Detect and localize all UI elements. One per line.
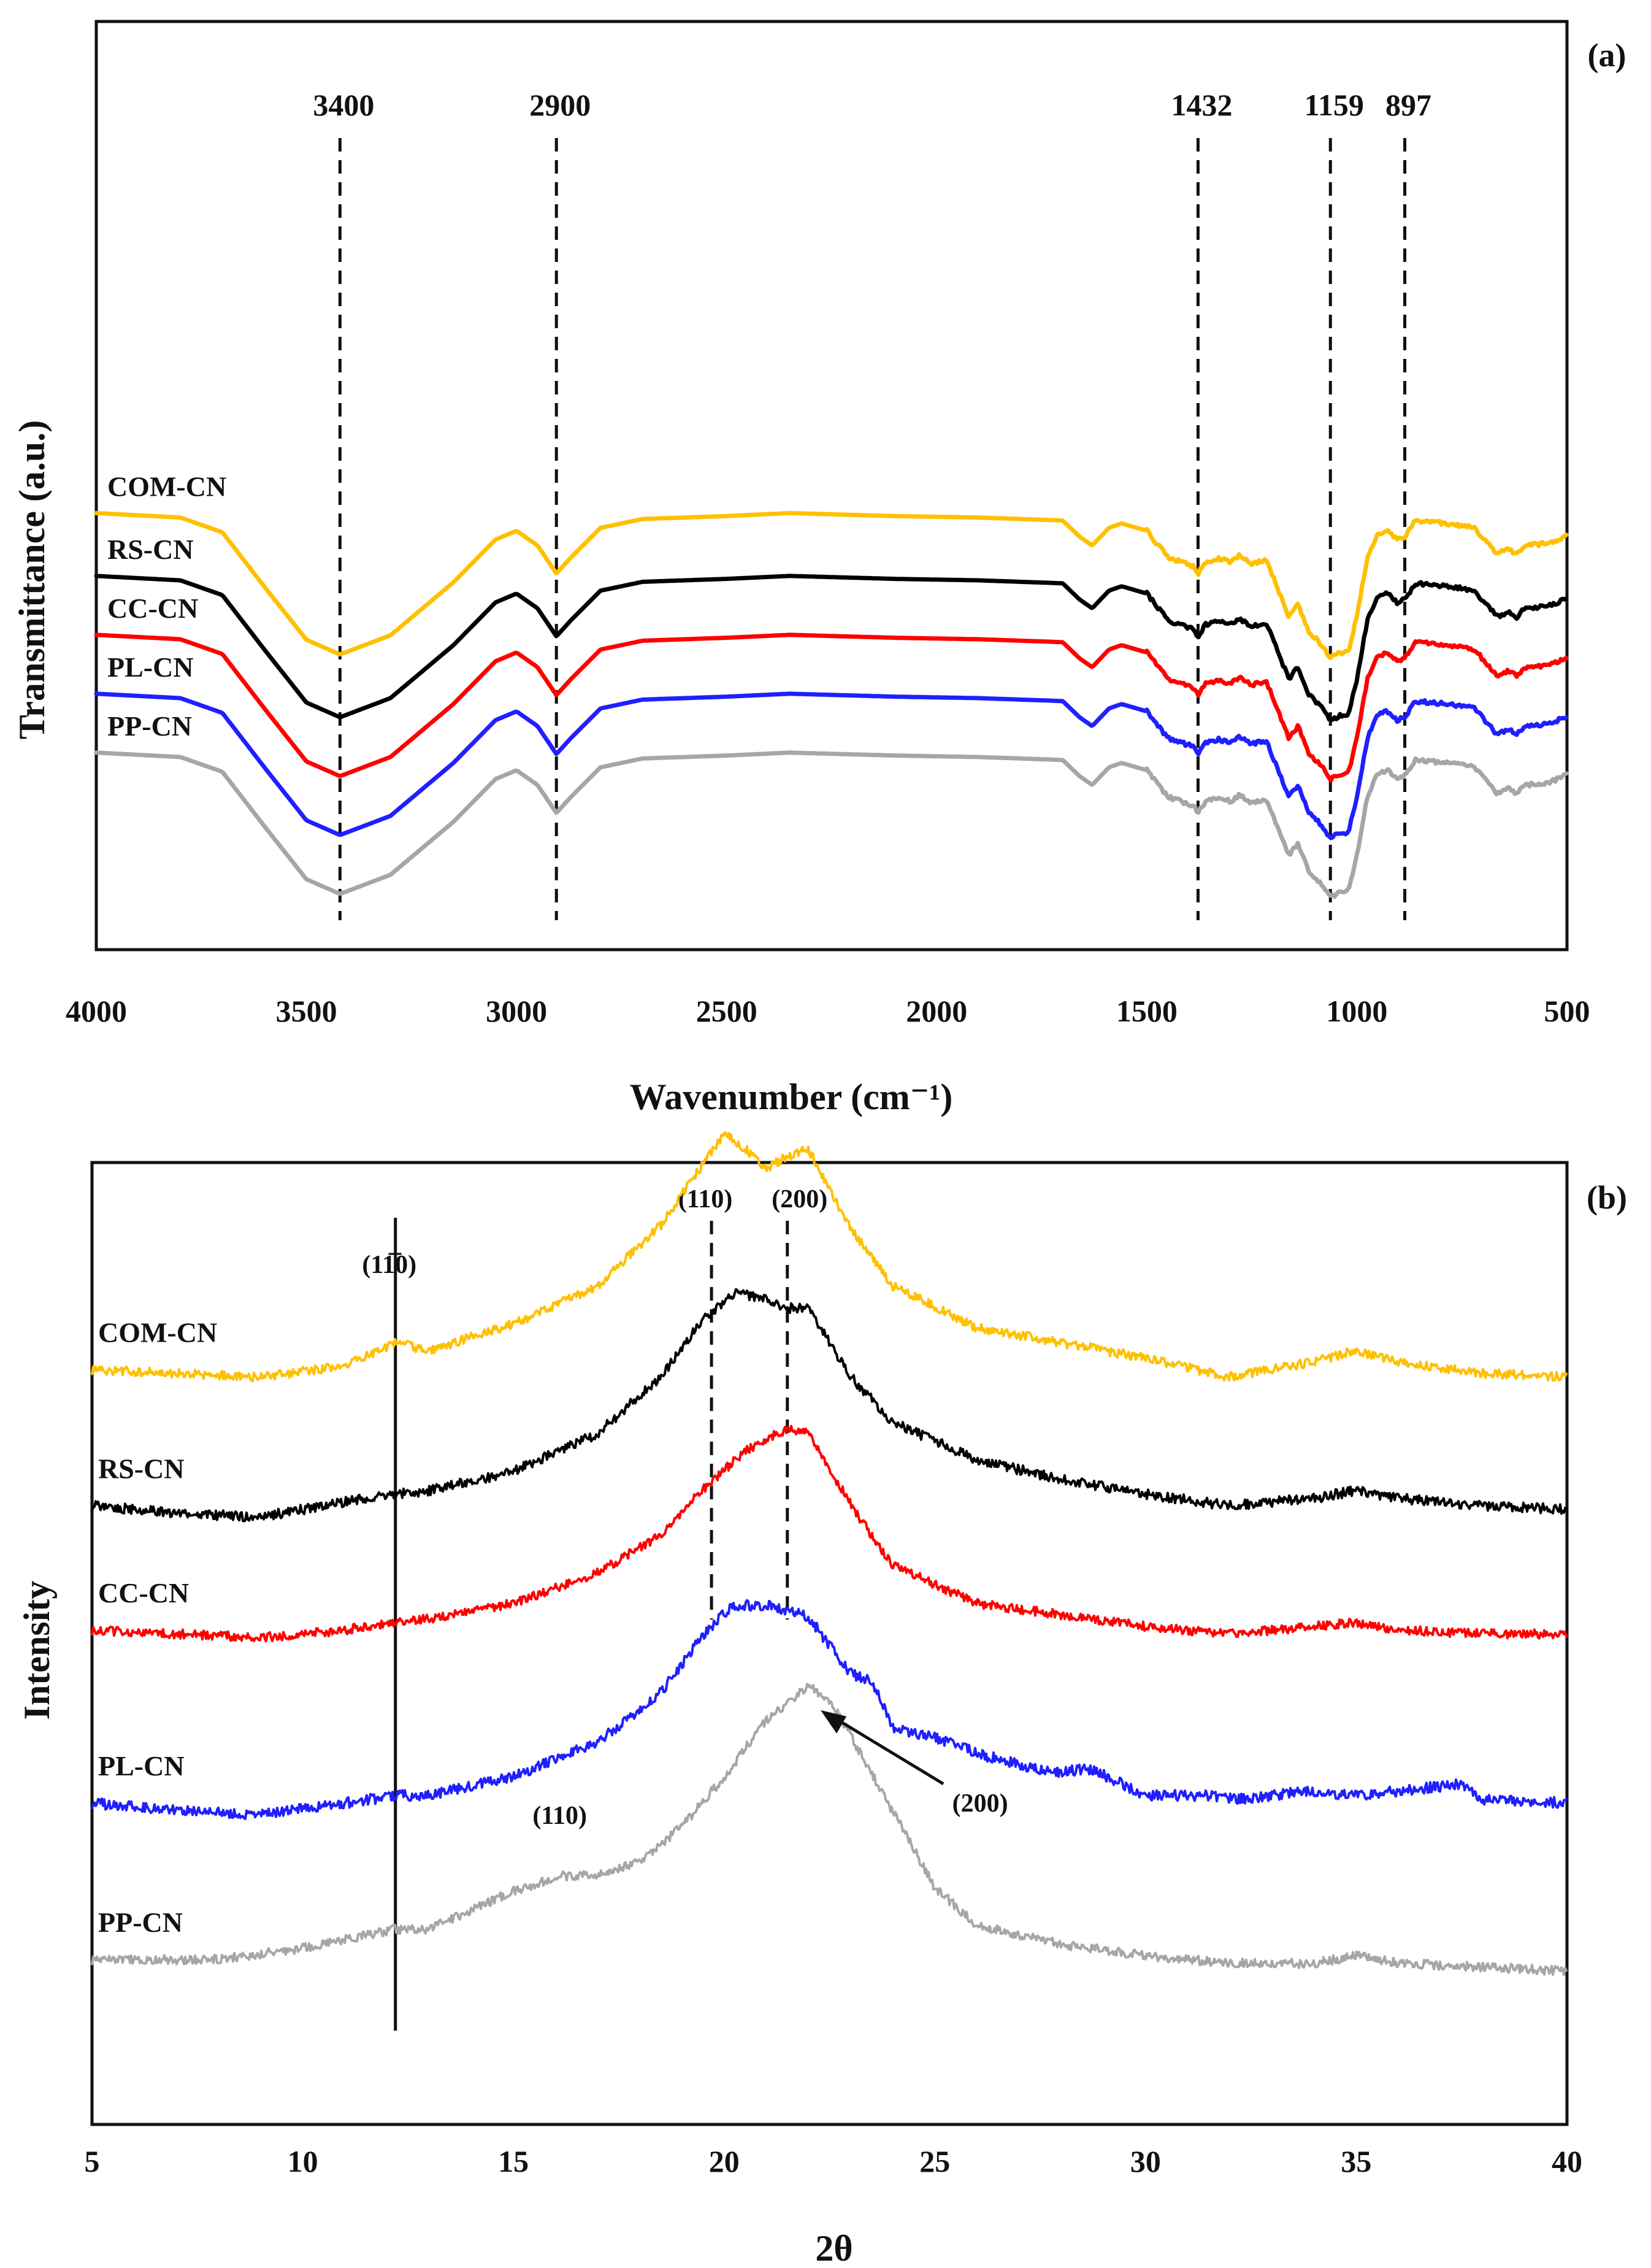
ftir-x-tick-1500: 1500 <box>1116 994 1178 1028</box>
ftir-series-label-pl-cn: PL-CN <box>107 652 194 683</box>
xrd-x-axis-title: 2θ <box>815 2228 852 2268</box>
xrd-series-label-pp-cn: PP-CN <box>98 1907 183 1938</box>
ftir-ref-label-1432: 1432 <box>1171 88 1232 122</box>
ftir-series-label-pp-cn: PP-CN <box>107 710 192 742</box>
ftir-series-label-rs-cn: RS-CN <box>107 534 194 565</box>
xrd-plot-frame <box>90 1161 1569 2126</box>
ftir-panel-tag: (a) <box>1588 37 1626 74</box>
ftir-y-axis-title: Transmittance (a.u.) <box>12 420 52 740</box>
xrd-x-tick-25: 25 <box>919 2144 950 2178</box>
ftir-x-tick-500: 500 <box>1544 994 1590 1028</box>
xrd-x-tick-30: 30 <box>1130 2144 1161 2178</box>
xrd-annotations: (110) (200) <box>532 1710 1008 1830</box>
ftir-reference-lines: 3400 2900 1432 1159 897 <box>313 88 1431 920</box>
ftir-x-tick-1000: 1000 <box>1326 994 1387 1028</box>
ftir-series-label-com-cn: COM-CN <box>107 471 226 502</box>
xrd-patterns: COM-CN RS-CN CC-CN PL-CN PP-CN <box>91 1131 1568 1977</box>
xrd-series-label-cc-cn: CC-CN <box>98 1577 189 1609</box>
xrd-series-cc-cn <box>91 1424 1568 1643</box>
xrd-panel-tag: (b) <box>1587 1179 1627 1216</box>
ftir-ref-label-2900: 2900 <box>529 88 591 122</box>
ftir-x-tick-3500: 3500 <box>276 994 337 1028</box>
ftir-ref-label-1159: 1159 <box>1304 88 1364 122</box>
ftir-x-tick-3000: 3000 <box>486 994 547 1028</box>
xrd-x-tick-40: 40 <box>1552 2144 1582 2178</box>
xrd-annotation-arrow-head <box>821 1710 847 1734</box>
xrd-series-label-rs-cn: RS-CN <box>98 1453 185 1484</box>
xrd-annotation-2: (200) <box>952 1789 1008 1818</box>
ftir-x-tick-2500: 2500 <box>696 994 757 1028</box>
xrd-x-tick-35: 35 <box>1341 2144 1371 2178</box>
xrd-annotation-1: (110) <box>532 1802 587 1830</box>
ftir-plot-frame <box>94 20 1569 951</box>
xrd-panel: (b) (11̅0) (110) (200) COM-CN RS-CN CC-CN PL-… <box>17 1131 1627 2268</box>
xrd-series-label-pl-cn: PL-CN <box>98 1750 185 1782</box>
xrd-x-tick-20: 20 <box>709 2144 740 2178</box>
xrd-x-tick-labels: 5 10 15 20 25 30 35 40 <box>85 2144 1583 2178</box>
ftir-series-pp-cn <box>94 750 1569 899</box>
xrd-series-com-cn <box>91 1131 1568 1383</box>
xrd-ref-label-3: (200) <box>772 1185 827 1213</box>
ftir-series-label-cc-cn: CC-CN <box>107 593 198 624</box>
ftir-series-com-cn <box>94 510 1569 660</box>
ftir-series-rs-cn <box>94 574 1569 722</box>
ftir-x-tick-2000: 2000 <box>906 994 967 1028</box>
xrd-reference-lines: (11̅0) (110) (200) <box>362 1185 827 2031</box>
xrd-x-tick-5: 5 <box>85 2144 100 2178</box>
xrd-series-label-com-cn: COM-CN <box>98 1317 217 1348</box>
ftir-ref-label-897: 897 <box>1385 88 1431 122</box>
ftir-x-axis-title: Wavenumber (cm⁻¹) <box>630 1077 953 1117</box>
xrd-ref-label-2: (110) <box>678 1185 733 1213</box>
xrd-annotation-arrow-shaft <box>826 1712 944 1785</box>
ftir-x-tick-labels: 4000 3500 3000 2500 2000 1500 1000 500 <box>66 994 1590 1028</box>
ftir-spectra: COM-CN RS-CN CC-CN PL-CN PP-CN <box>94 471 1569 899</box>
xrd-x-tick-15: 15 <box>498 2144 529 2178</box>
ftir-x-tick-4000: 4000 <box>66 994 127 1028</box>
ftir-series-pl-cn <box>94 691 1569 840</box>
ftir-panel: (a) 3400 2900 1432 1159 897 COM-CN RS-CN CC-CN… <box>12 20 1626 1117</box>
xrd-series-pl-cn <box>91 1599 1568 1820</box>
ftir-ref-label-3400: 3400 <box>313 88 374 122</box>
xrd-x-tick-10: 10 <box>288 2144 318 2178</box>
xrd-ref-label-1: (11̅0) <box>362 1251 416 1279</box>
xrd-y-axis-title: Intensity <box>17 1581 57 1720</box>
xrd-series-pp-cn <box>91 1683 1568 1977</box>
xrd-series-rs-cn <box>91 1288 1568 1523</box>
ftir-series-cc-cn <box>94 632 1569 783</box>
